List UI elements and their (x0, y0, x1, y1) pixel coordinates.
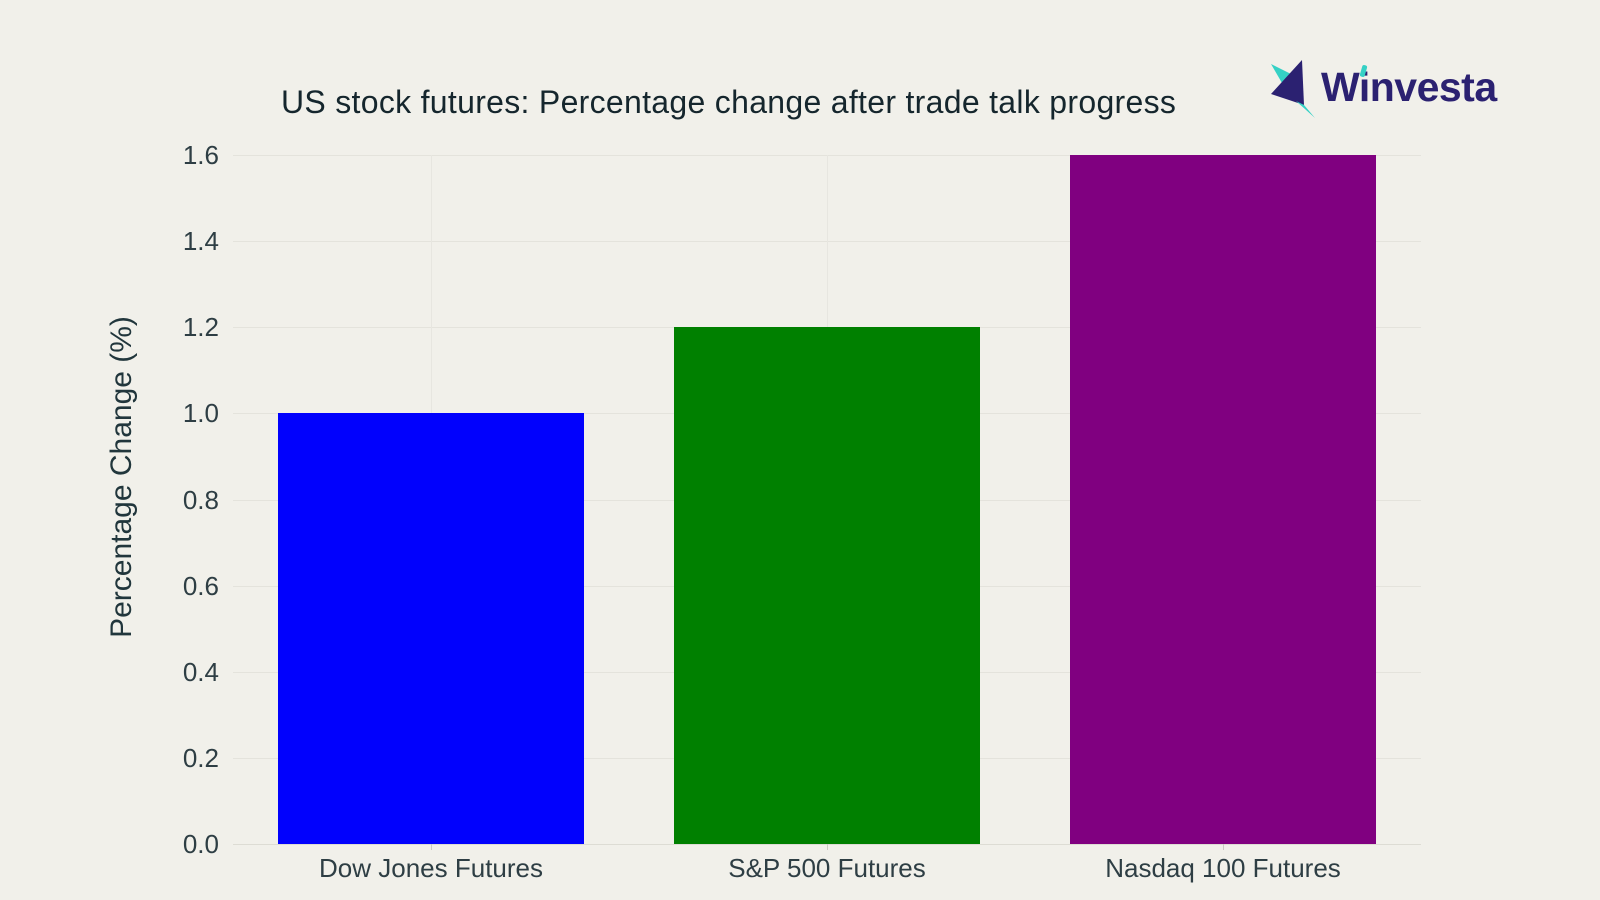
x-tick-label: S&P 500 Futures (728, 853, 926, 883)
bar-nasdaq-100-futures[interactable] (1069, 155, 1377, 844)
y-tick-label: 1.6 (182, 140, 219, 170)
y-tick-label: 1.2 (182, 312, 219, 343)
bird-tail-shape (1296, 101, 1315, 118)
winvesta-bird-icon (1271, 60, 1315, 118)
y-tick-label: 0.8 (182, 484, 219, 515)
winvesta-wordmark-text: Winvesta (1321, 64, 1497, 110)
plot-area: 0.0 0.2 0.4 0.6 0.8 1.0 1.2 1.4 1.6 Dow Jones Fut… (183, 142, 1421, 883)
x-tick-mark (827, 844, 828, 850)
chart-title: US stock futures: Percentage change afte… (281, 84, 1177, 120)
y-tick-label: 1.0 (182, 398, 219, 429)
y-tick-label: 1.4 (182, 226, 219, 257)
winvesta-logo: Winvesta (1270, 58, 1497, 118)
y-tick-label: 0.2 (182, 742, 219, 773)
bird-wing-shape (1271, 60, 1304, 105)
x-tick-mark (431, 844, 432, 850)
bar-s-p-500-futures[interactable] (673, 327, 981, 844)
y-tick-label: 0.0 (182, 829, 219, 859)
y-tick-label: 0.4 (182, 656, 219, 687)
x-tick-label: Nasdaq 100 Futures (1105, 853, 1341, 883)
x-tick-label: Dow Jones Futures (319, 853, 543, 883)
x-tick-mark (1223, 844, 1224, 850)
winvesta-wordmark: Winvesta (1321, 64, 1497, 110)
y-tick-label: 0.6 (182, 570, 219, 601)
bar-dow-jones-futures[interactable] (277, 413, 585, 844)
